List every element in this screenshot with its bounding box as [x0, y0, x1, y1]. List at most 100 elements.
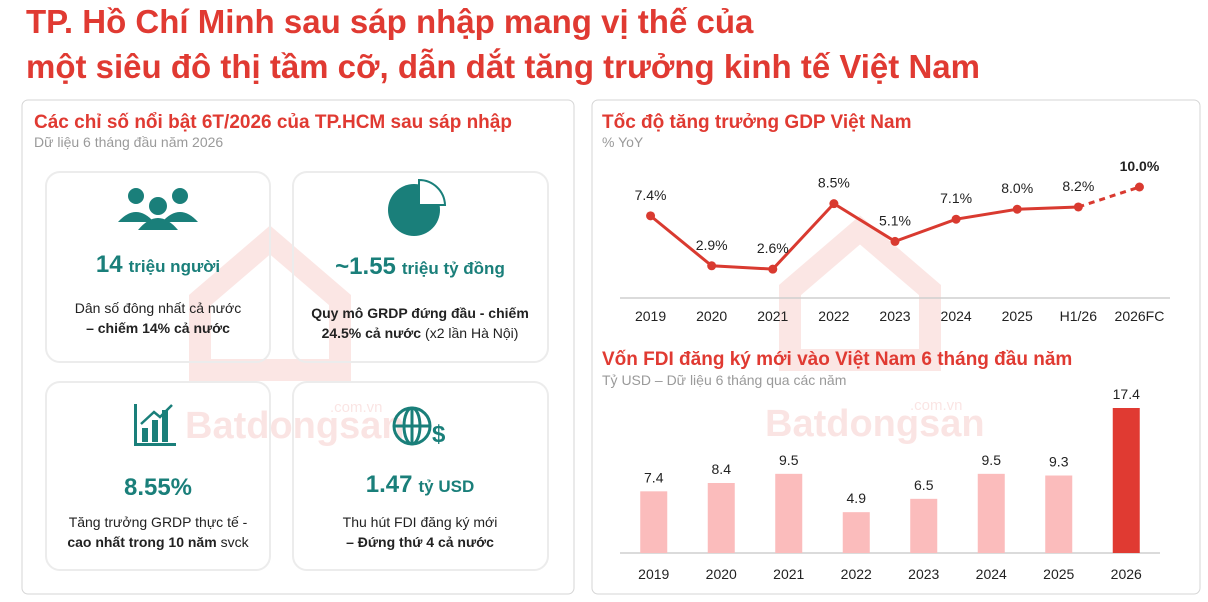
card-description: – Đứng thứ 4 cả nước	[346, 534, 494, 550]
point	[1012, 204, 1022, 214]
bar	[842, 512, 870, 553]
point	[1073, 202, 1083, 212]
value-label: 9.5	[779, 452, 799, 468]
description-part: – chiếm 14% cả nước	[86, 320, 230, 336]
x-tick-label: 2022	[841, 566, 872, 582]
card-description: Thu hút FDI đăng ký mới	[343, 514, 498, 530]
value-number: 1.47	[366, 471, 413, 498]
value-label: 7.4	[644, 469, 664, 485]
value-label: 5.1%	[879, 212, 911, 228]
watermark: Batdongsan .com.vn Batdongsan .com.vn	[185, 215, 985, 447]
value-unit: tỷ USD	[418, 477, 474, 496]
point	[890, 236, 900, 246]
value-label: 9.5	[982, 452, 1002, 468]
point	[829, 199, 839, 209]
bar	[910, 498, 938, 553]
chart-subtitle: Tỷ USD – Dữ liệu 6 tháng qua các năm	[602, 372, 846, 388]
watermark-text: .com.vn	[910, 397, 963, 414]
line-series	[649, 201, 1079, 271]
x-tick-label: 2022	[818, 308, 849, 324]
card-description: 24.5% cả nước (x2 lần Hà Nội)	[322, 325, 519, 341]
card-value: 8.55%	[124, 474, 192, 501]
value-label: 8.0%	[1001, 180, 1033, 196]
description-part: Quy mô GRDP đứng đầu - chiếm	[311, 305, 529, 321]
value-label: 6.5	[914, 477, 934, 493]
chart-title: Tốc độ tăng trưởng GDP Việt Nam	[602, 112, 911, 133]
watermark-text: .com.vn	[330, 399, 383, 416]
description-part: Dân số đông nhất cả nước	[75, 300, 241, 316]
value-number: 14	[96, 251, 123, 278]
x-tick-label: 2021	[773, 566, 804, 582]
card	[45, 171, 271, 363]
bar	[977, 473, 1005, 553]
description-part: Tăng trưởng GRDP thực tế -	[69, 514, 248, 530]
chart-title: Vốn FDI đăng ký mới vào Việt Nam 6 tháng…	[602, 349, 1072, 370]
description-part: cao nhất trong 10 năm	[67, 534, 216, 550]
icon-globe-dollar: $	[392, 406, 446, 448]
card-description: cao nhất trong 10 năm svck	[67, 534, 249, 550]
card-description: – chiếm 14% cả nước	[86, 320, 230, 336]
point	[768, 264, 778, 274]
card	[292, 171, 549, 363]
x-tick-label: 2024	[941, 308, 972, 324]
point	[1134, 182, 1144, 192]
value-label: 2.6%	[757, 240, 789, 256]
value-number: 8.55%	[124, 474, 192, 501]
x-tick-label: H1/26	[1060, 308, 1098, 324]
value-label: 10.0%	[1120, 158, 1160, 174]
value-label: 8.2%	[1062, 178, 1094, 194]
card	[45, 381, 271, 571]
panel-subtitle: Dữ liệu 6 tháng đầu năm 2026	[34, 134, 223, 150]
x-tick-label: 2020	[706, 566, 737, 582]
card-value: ~1.55 triệu tỷ đồng	[335, 253, 505, 280]
value-label: 9.3	[1049, 454, 1069, 470]
bar	[775, 473, 803, 553]
description-part: (x2 lần Hà Nội)	[425, 325, 518, 341]
x-tick-label: 2025	[1002, 308, 1033, 324]
card-description: Tăng trưởng GRDP thực tế -	[69, 514, 248, 530]
x-tick-label: 2024	[976, 566, 1007, 582]
x-tick-label: 2023	[879, 308, 910, 324]
x-tick-label: 2020	[696, 308, 727, 324]
chart-subtitle: % YoY	[602, 134, 644, 150]
icon-people	[118, 188, 198, 230]
value-label: 17.4	[1113, 386, 1140, 402]
x-tick-label: 2019	[635, 308, 666, 324]
value-label: 8.4	[712, 461, 732, 477]
description-part: 24.5% cả nước	[322, 325, 422, 341]
x-tick-label: 2026	[1111, 566, 1142, 582]
value-unit: triệu tỷ đồng	[402, 259, 505, 278]
value-label: 8.5%	[818, 175, 850, 191]
description-part: svck	[221, 534, 250, 550]
point	[951, 214, 961, 224]
value-label: 7.1%	[940, 190, 972, 206]
card	[292, 381, 549, 571]
icon-bar-chart	[134, 404, 176, 446]
x-tick-label: 2026FC	[1115, 308, 1165, 324]
x-tick-label: 2025	[1043, 566, 1074, 582]
x-tick-label: 2021	[757, 308, 788, 324]
description-part: Thu hút FDI đăng ký mới	[343, 514, 498, 530]
x-tick-label: 2023	[908, 566, 939, 582]
headline: một siêu đô thị tầm cỡ, dẫn dắt tăng trư…	[26, 48, 980, 85]
point	[707, 261, 717, 271]
card-description: Quy mô GRDP đứng đầu - chiếm	[311, 305, 529, 321]
card-description: Dân số đông nhất cả nước	[75, 300, 241, 316]
watermark-text: Batdongsan	[185, 405, 405, 447]
headline: TP. Hồ Chí Minh sau sáp nhập mang vị thế…	[26, 3, 754, 40]
bar	[707, 483, 735, 553]
value-label: 7.4%	[635, 187, 667, 203]
icon-glyph: $	[432, 421, 446, 448]
icon-pie	[388, 178, 447, 236]
watermark-text: Batdongsan	[765, 403, 985, 445]
bar	[640, 491, 668, 553]
point	[646, 211, 656, 221]
card-value: 14 triệu người	[96, 251, 220, 278]
panel-title: Các chỉ số nổi bật 6T/2026 của TP.HCM sa…	[34, 112, 512, 133]
panel	[591, 99, 1201, 595]
value-label: 4.9	[847, 490, 867, 506]
description-part: – Đứng thứ 4 cả nước	[346, 534, 494, 550]
card-value: 1.47 tỷ USD	[366, 471, 474, 498]
bar	[1045, 475, 1073, 553]
